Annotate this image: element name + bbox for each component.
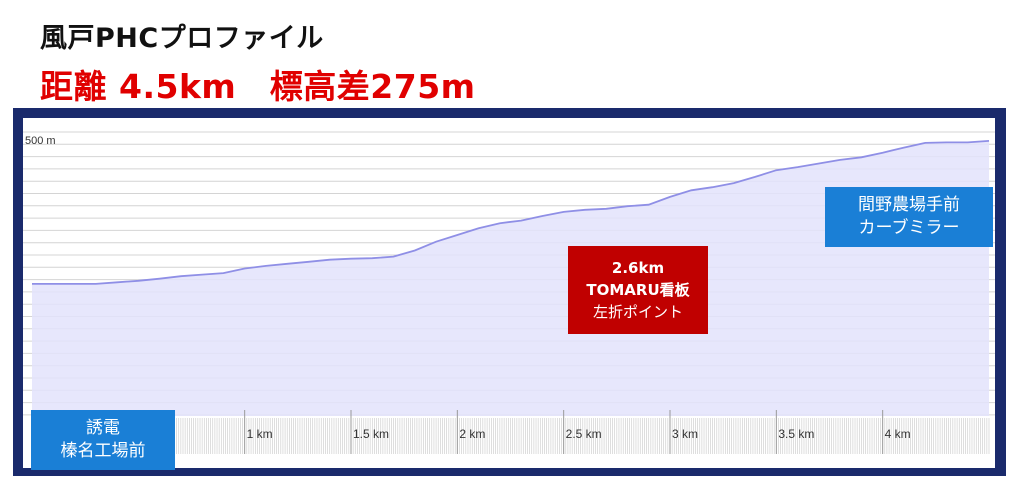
x-tick-label: 2 km [459, 427, 485, 441]
turn-point-label-box: 2.6km TOMARU看板 左折ポイント [568, 246, 708, 334]
x-ticks: 1 km 1.5 km 2 km 2.5 km 3 km 3.5 km 4 km [23, 410, 995, 468]
turn-point-distance: 2.6km [611, 259, 665, 277]
x-tick-label: 1.5 km [353, 427, 389, 441]
start-label-line-2: 榛名工場前 [60, 441, 146, 461]
start-label-line-1: 誘電 [86, 418, 120, 438]
turn-point-sign: TOMARU看板 [586, 281, 690, 299]
start-label-box: 誘電 榛名工場前 [31, 410, 175, 470]
elevation-profile-chart: 1 km 1.5 km 2 km 2.5 km 3 km 3.5 km 4 km 500 m [23, 118, 995, 468]
x-tick-label: 3 km [672, 427, 698, 441]
elevation-area-group [32, 140, 990, 416]
x-tick-label: 1 km [247, 427, 273, 441]
end-label-box: 間野農場手前 カーブミラー [825, 187, 993, 247]
elevation-line [32, 140, 990, 285]
end-label-line-1: 間野農場手前 [858, 195, 960, 215]
page-subtitle: 距離 4.5km 標高差275m [40, 67, 476, 106]
y-tick-label: 500 m [25, 135, 56, 147]
elevation-area [32, 140, 989, 416]
turn-point-description: 左折ポイント [592, 303, 683, 321]
x-tick-label: 3.5 km [778, 427, 814, 441]
x-tick-label: 2.5 km [566, 427, 602, 441]
end-label-line-2: カーブミラー [858, 218, 960, 238]
x-tick-label: 4 km [885, 427, 911, 441]
page-title: 風戸PHCプロファイル [40, 23, 324, 54]
y-label-group: 500 m [25, 135, 56, 147]
